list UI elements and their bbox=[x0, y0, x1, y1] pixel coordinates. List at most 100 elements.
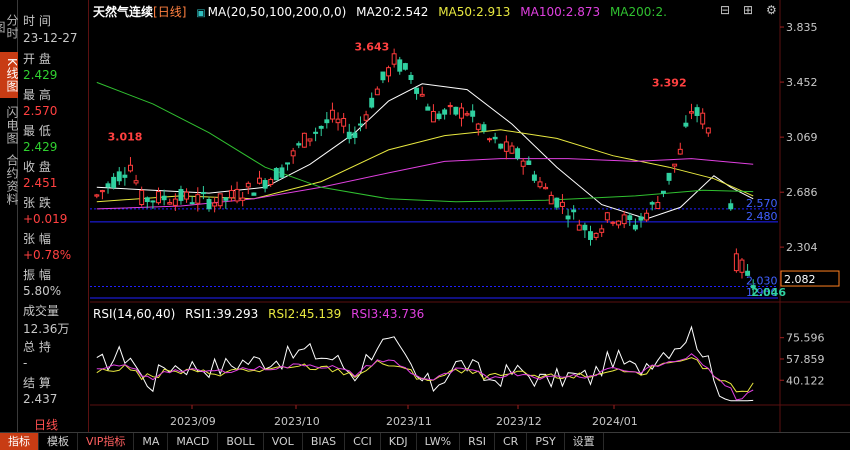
candle-body bbox=[599, 228, 605, 233]
candle-body bbox=[223, 197, 229, 201]
rsi-legend: RSI(14,60,40) RSI1:39.293 RSI2:45.139 RS… bbox=[93, 307, 430, 321]
ma50-value: MA50:2.913 bbox=[438, 5, 511, 19]
btn-settings[interactable]: 设置 bbox=[565, 433, 604, 450]
ma100-value: MA100:2.873 bbox=[520, 5, 601, 19]
candle-body bbox=[184, 191, 190, 200]
candle-body bbox=[604, 212, 610, 221]
tab-contract-info[interactable]: 合约资料 bbox=[5, 154, 19, 206]
info-value-amplitude: 5.80% bbox=[23, 284, 62, 298]
current-price-label: 2.082 bbox=[784, 273, 816, 286]
chart-area[interactable]: 天然气连续[日线] ▣ MA(20,50,100,200,0,0) MA20:2.… bbox=[90, 0, 850, 432]
btn-ma[interactable]: MA bbox=[134, 433, 169, 450]
rsi-tick-label: 40.122 bbox=[786, 374, 825, 387]
candle-body bbox=[195, 194, 201, 204]
candle-body bbox=[358, 123, 363, 126]
info-value-settle: 2.437 bbox=[23, 392, 58, 406]
candle-body bbox=[397, 59, 403, 72]
candle-body bbox=[228, 189, 234, 199]
candle-body bbox=[116, 171, 122, 182]
candle-body bbox=[621, 214, 627, 225]
info-label-close: 收 盘 bbox=[23, 160, 51, 174]
candle-body bbox=[677, 148, 683, 155]
candle-body bbox=[481, 124, 487, 132]
info-value-volume: 12.36万 bbox=[23, 322, 70, 336]
zoom-out-icon[interactable]: ⊟ bbox=[720, 3, 731, 17]
reference-line-label: 1.950 bbox=[746, 286, 778, 299]
candle-body bbox=[655, 201, 661, 210]
btn-bias[interactable]: BIAS bbox=[303, 433, 346, 450]
btn-vip-indicators[interactable]: VIP指标 bbox=[78, 433, 135, 450]
candle-body bbox=[290, 150, 296, 157]
legend-toggle-icon[interactable]: ▣ bbox=[196, 8, 206, 19]
candle-body bbox=[576, 224, 582, 231]
candle-body bbox=[689, 111, 694, 114]
btn-kdj[interactable]: KDJ bbox=[381, 433, 417, 450]
candle-body bbox=[324, 119, 330, 124]
candle-body bbox=[672, 163, 678, 167]
period-tab-daily[interactable]: 日线 bbox=[34, 418, 59, 432]
tab-kline[interactable]: K线图 bbox=[0, 52, 19, 98]
rsi1-line bbox=[96, 325, 754, 402]
candle-body bbox=[700, 112, 706, 125]
candle-body bbox=[464, 113, 470, 116]
zoom-in-icon[interactable]: ⊞ bbox=[743, 3, 754, 17]
candle-body bbox=[189, 202, 195, 205]
btn-psy[interactable]: PSY bbox=[527, 433, 565, 450]
info-label-low: 最 低 bbox=[23, 124, 51, 138]
candle-body bbox=[447, 105, 453, 108]
candle-body bbox=[94, 194, 100, 197]
candle-body bbox=[459, 107, 464, 119]
btn-templates[interactable]: 模板 bbox=[39, 433, 78, 450]
tab-timeshare[interactable]: 分时图 bbox=[0, 14, 19, 40]
candle-body bbox=[728, 203, 734, 210]
candle-body bbox=[571, 209, 577, 213]
candle-body bbox=[341, 117, 347, 127]
rsi-params: RSI(14,60,40) bbox=[93, 307, 176, 321]
candle-body bbox=[408, 74, 414, 80]
candle-body bbox=[99, 190, 105, 193]
ma20-value: MA20:2.542 bbox=[356, 5, 429, 19]
candle-body bbox=[666, 172, 672, 181]
candle-body bbox=[386, 67, 391, 77]
candle-body bbox=[285, 162, 291, 165]
candle-body bbox=[537, 181, 543, 188]
btn-cci[interactable]: CCI bbox=[345, 433, 381, 450]
candle-body bbox=[161, 195, 167, 201]
settings-icon[interactable]: ⚙ bbox=[766, 3, 777, 17]
reference-line-label: 2.030 bbox=[746, 275, 778, 288]
y-tick-label: 3.835 bbox=[786, 21, 818, 34]
y-tick-label: 3.452 bbox=[786, 76, 818, 89]
btn-rsi[interactable]: RSI bbox=[460, 433, 495, 450]
candle-body bbox=[156, 191, 161, 204]
btn-indicators[interactable]: 指标 bbox=[0, 433, 39, 450]
candle-body bbox=[526, 160, 532, 165]
candle-body bbox=[442, 109, 448, 115]
candle-body bbox=[683, 122, 689, 127]
btn-boll[interactable]: BOLL bbox=[218, 433, 264, 450]
x-tick-label: 2023/12 bbox=[496, 415, 542, 428]
reference-line-label: 2.570 bbox=[746, 197, 778, 210]
candle-body bbox=[363, 114, 369, 121]
candle-body bbox=[559, 201, 565, 207]
price-annotation: 2.046 bbox=[751, 286, 786, 299]
candle-body bbox=[503, 141, 509, 152]
btn-macd[interactable]: MACD bbox=[168, 433, 219, 450]
ma-params: MA(20,50,100,200,0,0) bbox=[207, 5, 347, 19]
candle-body bbox=[616, 220, 622, 226]
info-label-volume: 成交量 bbox=[23, 304, 60, 318]
info-label-open-interest: 总 持 bbox=[23, 340, 51, 354]
btn-lw[interactable]: LW% bbox=[417, 433, 461, 450]
info-value-open: 2.429 bbox=[23, 68, 58, 82]
btn-vol[interactable]: VOL bbox=[264, 433, 303, 450]
candle-body bbox=[262, 180, 268, 189]
candle-body bbox=[520, 160, 526, 167]
candle-body bbox=[150, 200, 156, 203]
price-annotation: 3.643 bbox=[354, 41, 389, 54]
candle-body bbox=[425, 106, 431, 111]
current-price-box bbox=[780, 270, 840, 287]
tab-flash[interactable]: 闪电图 bbox=[5, 105, 19, 145]
btn-cr[interactable]: CR bbox=[495, 433, 528, 450]
candle-body bbox=[335, 118, 341, 124]
candle-body bbox=[329, 109, 335, 120]
